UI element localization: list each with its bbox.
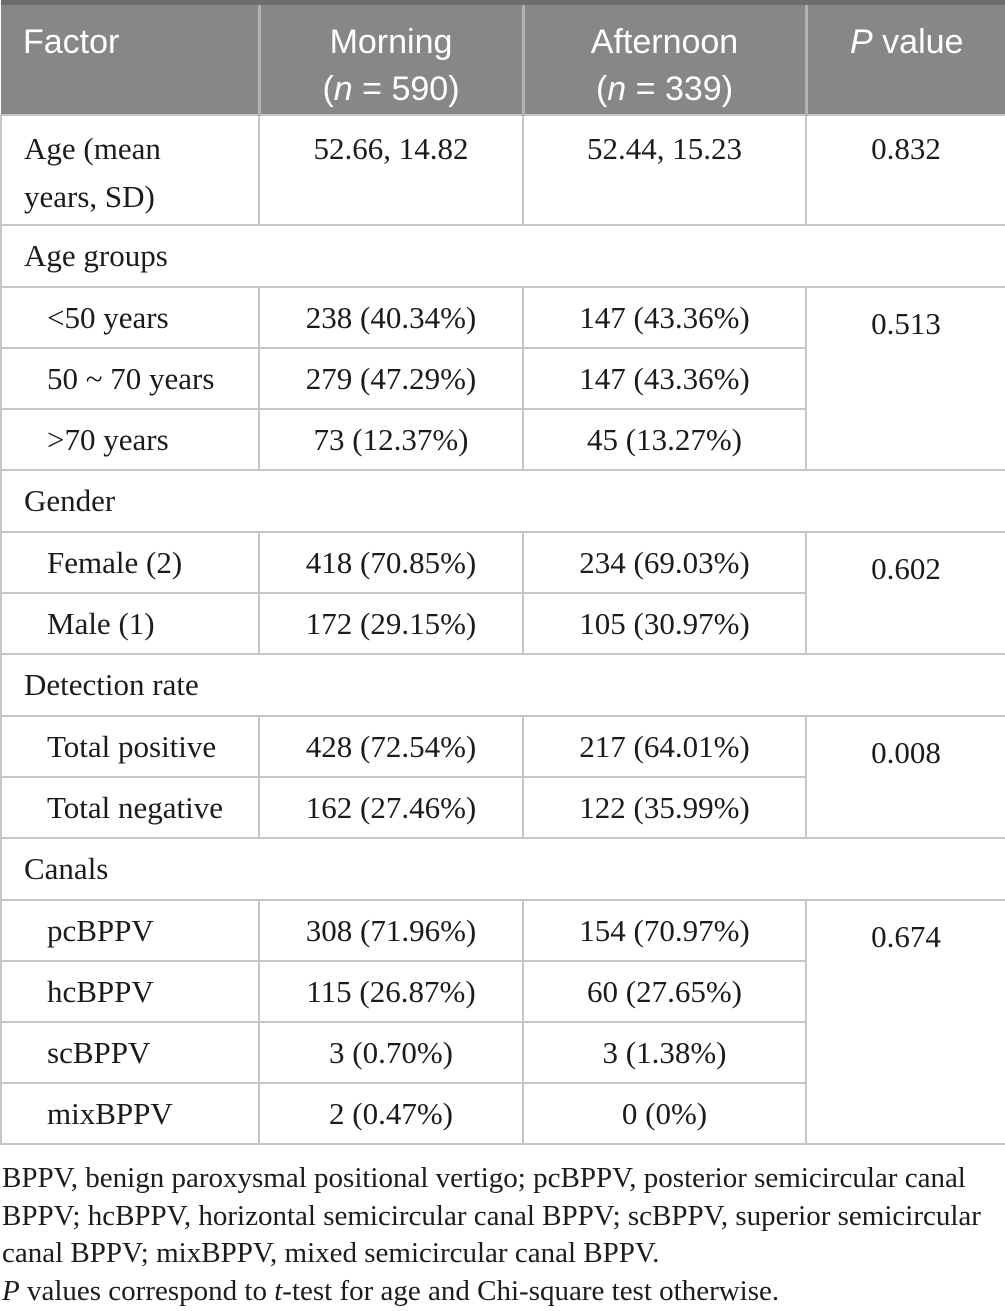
- column-header-morning: Morning (n = 590): [257, 0, 523, 116]
- table-header: Factor Morning (n = 590) Afternoon (n = …: [1, 0, 1005, 116]
- p-value-cell: 0.602: [805, 531, 1005, 655]
- afternoon-value-cell: 60 (27.65%): [522, 960, 807, 1023]
- footnote-abbreviations: BPPV, benign paroxysmal positional verti…: [2, 1162, 981, 1269]
- afternoon-value-cell: 0 (0%): [522, 1082, 807, 1145]
- morning-value-cell: 115 (26.87%): [258, 960, 524, 1023]
- morning-value-cell: 2 (0.47%): [258, 1082, 524, 1145]
- afternoon-value-cell: 105 (30.97%): [522, 592, 807, 655]
- table-footnotes: BPPV, benign paroxysmal positional verti…: [0, 1160, 1005, 1310]
- p-value-cell: 0.513: [805, 286, 1005, 471]
- afternoon-value-cell: 154 (70.97%): [522, 899, 807, 962]
- morning-n-count: (n = 590): [322, 70, 460, 108]
- morning-value-cell: 73 (12.37%): [258, 408, 524, 471]
- table-row-age: Age (mean years, SD) 52.66, 14.82 52.44,…: [0, 114, 1005, 226]
- row-label-cell: pcBPPV: [0, 899, 260, 962]
- afternoon-value-cell: 147 (43.36%): [522, 286, 807, 349]
- afternoon-value-cell: 45 (13.27%): [522, 408, 807, 471]
- table-row-mixbppv: mixBPPV 2 (0.47%) 0 (0%): [0, 1082, 1005, 1145]
- afternoon-value-cell: 217 (64.01%): [522, 715, 807, 778]
- morning-value-cell: 3 (0.70%): [258, 1021, 524, 1084]
- factor-header-label: Factor: [23, 23, 120, 61]
- header-row: Factor Morning (n = 590) Afternoon (n = …: [1, 0, 1005, 116]
- row-label-cell: >70 years: [0, 408, 260, 471]
- section-header-cell: Canals: [0, 837, 1005, 901]
- p-value-cell: 0.674: [805, 899, 1005, 1145]
- afternoon-n-count: (n = 339): [595, 70, 734, 108]
- section-header-cell: Age groups: [0, 224, 1005, 288]
- morning-value-cell: 238 (40.34%): [258, 286, 524, 349]
- row-label-cell: Female (2): [0, 531, 260, 594]
- section-row-gender: Gender: [0, 469, 1005, 533]
- p-value-cell: 0.832: [805, 114, 1005, 226]
- table-row-age-lt50: <50 years 238 (40.34%) 147 (43.36%) 0.51…: [0, 286, 1005, 471]
- row-label-cell: Age (mean years, SD): [0, 114, 260, 226]
- section-row-detection-rate: Detection rate: [0, 653, 1005, 717]
- table-row-age-50-70: 50 ~ 70 years 279 (47.29%) 147 (43.36%): [0, 347, 1005, 410]
- table-row-total-positive: Total positive 428 (72.54%) 217 (64.01%)…: [0, 715, 1005, 839]
- table-body: Age (mean years, SD) 52.66, 14.82 52.44,…: [0, 114, 1005, 1145]
- afternoon-value-cell: 3 (1.38%): [522, 1021, 807, 1084]
- afternoon-value-cell: 234 (69.03%): [522, 531, 807, 594]
- section-header-cell: Detection rate: [0, 653, 1005, 717]
- afternoon-header-label: Afternoon: [590, 23, 739, 61]
- bppv-statistics-table: Factor Morning (n = 590) Afternoon (n = …: [0, 0, 1005, 1145]
- afternoon-value-cell: 147 (43.36%): [522, 347, 807, 410]
- row-label-cell: hcBPPV: [0, 960, 260, 1023]
- footnote-pvalue-note: P values correspond to t-test for age an…: [2, 1274, 780, 1307]
- morning-header-label: Morning: [329, 23, 453, 61]
- afternoon-value-cell: 52.44, 15.23: [522, 114, 807, 226]
- row-label-cell: Total positive: [0, 715, 260, 778]
- table-row-male: Male (1) 172 (29.15%) 105 (30.97%): [0, 592, 1005, 655]
- p-value-cell: 0.008: [805, 715, 1005, 839]
- afternoon-value-cell: 122 (35.99%): [522, 776, 807, 839]
- row-label-cell: scBPPV: [0, 1021, 260, 1084]
- column-header-afternoon: Afternoon (n = 339): [521, 0, 806, 116]
- row-label-cell: Total negative: [0, 776, 260, 839]
- row-label-cell: <50 years: [0, 286, 260, 349]
- morning-value-cell: 52.66, 14.82: [258, 114, 524, 226]
- morning-value-cell: 162 (27.46%): [258, 776, 524, 839]
- morning-value-cell: 279 (47.29%): [258, 347, 524, 410]
- table-row-age-gt70: >70 years 73 (12.37%) 45 (13.27%): [0, 408, 1005, 471]
- row-label-cell: Male (1): [0, 592, 260, 655]
- section-row-canals: Canals: [0, 837, 1005, 901]
- section-header-cell: Gender: [0, 469, 1005, 533]
- column-header-factor: Factor: [1, 0, 259, 116]
- table-row-scbppv: scBPPV 3 (0.70%) 3 (1.38%): [0, 1021, 1005, 1084]
- table-row-pcbppv: pcBPPV 308 (71.96%) 154 (70.97%) 0.674: [0, 899, 1005, 1145]
- table-row-total-negative: Total negative 162 (27.46%) 122 (35.99%): [0, 776, 1005, 839]
- morning-value-cell: 418 (70.85%): [258, 531, 524, 594]
- pvalue-header-label: P: [850, 23, 873, 61]
- row-label-cell: mixBPPV: [0, 1082, 260, 1145]
- table-row-female: Female (2) 418 (70.85%) 234 (69.03%) 0.6…: [0, 531, 1005, 655]
- row-label-cell: 50 ~ 70 years: [0, 347, 260, 410]
- table-row-hcbppv: hcBPPV 115 (26.87%) 60 (27.65%): [0, 960, 1005, 1023]
- section-row-age-groups: Age groups: [0, 224, 1005, 288]
- morning-value-cell: 308 (71.96%): [258, 899, 524, 962]
- morning-value-cell: 428 (72.54%): [258, 715, 524, 778]
- column-header-pvalue: P value: [804, 0, 1005, 116]
- morning-value-cell: 172 (29.15%): [258, 592, 524, 655]
